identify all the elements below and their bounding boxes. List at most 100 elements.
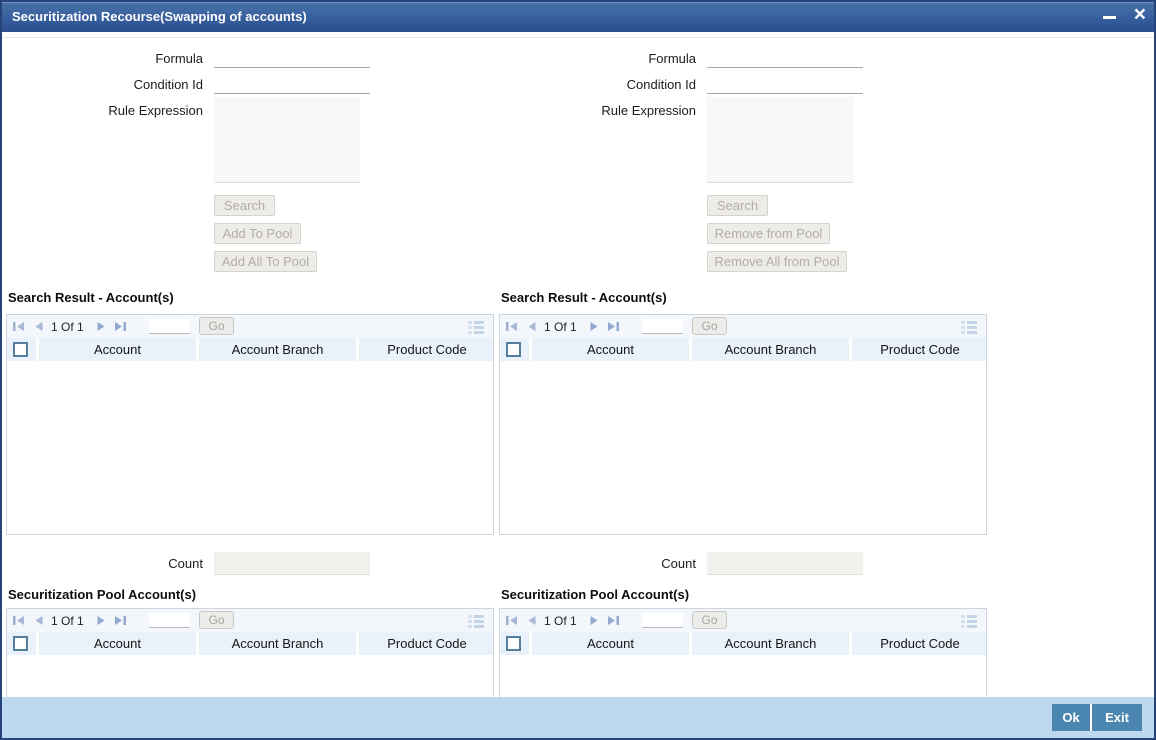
goto-page-input[interactable] (149, 613, 190, 628)
grid-menu-icon[interactable] (468, 614, 485, 628)
remove-all-from-pool-button[interactable]: Remove All from Pool (707, 251, 847, 272)
first-page-icon[interactable] (12, 320, 26, 333)
first-page-icon[interactable] (505, 614, 519, 627)
condition-id-input[interactable] (707, 77, 863, 94)
next-page-icon[interactable] (588, 320, 601, 333)
search-result-grid: 1 Of 1 Go Account Account Branch Product… (499, 314, 987, 535)
count-label: Count (168, 556, 203, 571)
search-result-title: Search Result - Account(s) (8, 290, 174, 305)
header-checkbox-cell (500, 632, 529, 655)
pool-grid: 1 Of 1 Go Account Account Branch Product… (6, 608, 494, 697)
header-checkbox-cell (500, 338, 529, 361)
count-input (707, 552, 863, 575)
next-page-icon[interactable] (95, 614, 108, 627)
column-header-account: Account (529, 632, 689, 655)
column-header-account-branch: Account Branch (689, 632, 849, 655)
column-header-account-branch: Account Branch (196, 338, 356, 361)
formula-input[interactable] (707, 51, 863, 68)
condition-id-input[interactable] (214, 77, 370, 94)
grid-header-row: Account Account Branch Product Code (500, 632, 986, 655)
previous-page-icon[interactable] (32, 614, 45, 627)
column-header-account-branch: Account Branch (196, 632, 356, 655)
column-header-product-code: Product Code (849, 338, 988, 361)
select-all-checkbox[interactable] (506, 636, 521, 651)
close-icon[interactable]: × (1133, 3, 1146, 26)
go-button[interactable]: Go (199, 317, 234, 335)
minimize-icon[interactable] (1103, 16, 1116, 19)
count-input (214, 552, 370, 575)
grid-body (500, 361, 986, 534)
pager: 1 Of 1 Go (7, 609, 493, 632)
select-all-checkbox[interactable] (13, 636, 28, 651)
rule-expression-label: Rule Expression (108, 103, 203, 118)
add-to-pool-button[interactable]: Add To Pool (214, 223, 301, 244)
next-page-icon[interactable] (95, 320, 108, 333)
right-panel: Formula Condition Id Rule Expression Sea… (495, 32, 1073, 699)
pager: 1 Of 1 Go (500, 609, 986, 632)
grid-header-row: Account Account Branch Product Code (500, 338, 986, 361)
column-header-account-branch: Account Branch (689, 338, 849, 361)
search-button[interactable]: Search (214, 195, 275, 216)
go-button[interactable]: Go (199, 611, 234, 629)
previous-page-icon[interactable] (525, 320, 538, 333)
search-result-grid: 1 Of 1 Go Account Account Branch Product… (6, 314, 494, 535)
left-panel: Formula Condition Id Rule Expression Sea… (2, 32, 580, 699)
go-button[interactable]: Go (692, 317, 727, 335)
last-page-icon[interactable] (606, 614, 620, 627)
condition-id-label: Condition Id (626, 77, 696, 92)
next-page-icon[interactable] (588, 614, 601, 627)
select-all-checkbox[interactable] (506, 342, 521, 357)
grid-menu-icon[interactable] (468, 320, 485, 334)
grid-body (7, 361, 493, 534)
window-title: Securitization Recourse(Swapping of acco… (12, 9, 307, 24)
previous-page-icon[interactable] (525, 614, 538, 627)
search-result-title: Search Result - Account(s) (501, 290, 667, 305)
select-all-checkbox[interactable] (13, 342, 28, 357)
rule-expression-textarea[interactable] (214, 97, 360, 183)
column-header-account: Account (36, 338, 196, 361)
grid-body (500, 655, 986, 697)
last-page-icon[interactable] (113, 320, 127, 333)
pool-title: Securitization Pool Account(s) (501, 587, 690, 602)
header-checkbox-cell (7, 632, 36, 655)
header-checkbox-cell (7, 338, 36, 361)
grid-body (7, 655, 493, 697)
content-divider (2, 37, 1154, 38)
goto-page-input[interactable] (149, 319, 190, 334)
grid-menu-icon[interactable] (961, 320, 978, 334)
count-label: Count (661, 556, 696, 571)
exit-button[interactable]: Exit (1092, 704, 1142, 731)
grid-header-row: Account Account Branch Product Code (7, 632, 493, 655)
remove-from-pool-button[interactable]: Remove from Pool (707, 223, 830, 244)
grid-header-row: Account Account Branch Product Code (7, 338, 493, 361)
add-all-to-pool-button[interactable]: Add All To Pool (214, 251, 317, 272)
column-header-product-code: Product Code (849, 632, 988, 655)
goto-page-input[interactable] (642, 319, 683, 334)
page-status: 1 Of 1 (51, 614, 84, 628)
go-button[interactable]: Go (692, 611, 727, 629)
pool-grid: 1 Of 1 Go Account Account Branch Product… (499, 608, 987, 697)
footer-button-group: Ok Exit (1052, 704, 1142, 731)
ok-button[interactable]: Ok (1052, 704, 1092, 731)
search-button[interactable]: Search (707, 195, 768, 216)
last-page-icon[interactable] (606, 320, 620, 333)
column-header-product-code: Product Code (356, 338, 495, 361)
formula-input[interactable] (214, 51, 370, 68)
grid-menu-icon[interactable] (961, 614, 978, 628)
rule-expression-textarea[interactable] (707, 97, 853, 183)
column-header-account: Account (529, 338, 689, 361)
page-status: 1 Of 1 (544, 320, 577, 334)
column-header-account: Account (36, 632, 196, 655)
footer-bar: Ok Exit (2, 697, 1154, 738)
pager: 1 Of 1 Go (500, 315, 986, 338)
last-page-icon[interactable] (113, 614, 127, 627)
goto-page-input[interactable] (642, 613, 683, 628)
page-status: 1 Of 1 (544, 614, 577, 628)
first-page-icon[interactable] (505, 320, 519, 333)
condition-id-label: Condition Id (133, 77, 203, 92)
pool-title: Securitization Pool Account(s) (8, 587, 197, 602)
pager: 1 Of 1 Go (7, 315, 493, 338)
first-page-icon[interactable] (12, 614, 26, 627)
previous-page-icon[interactable] (32, 320, 45, 333)
